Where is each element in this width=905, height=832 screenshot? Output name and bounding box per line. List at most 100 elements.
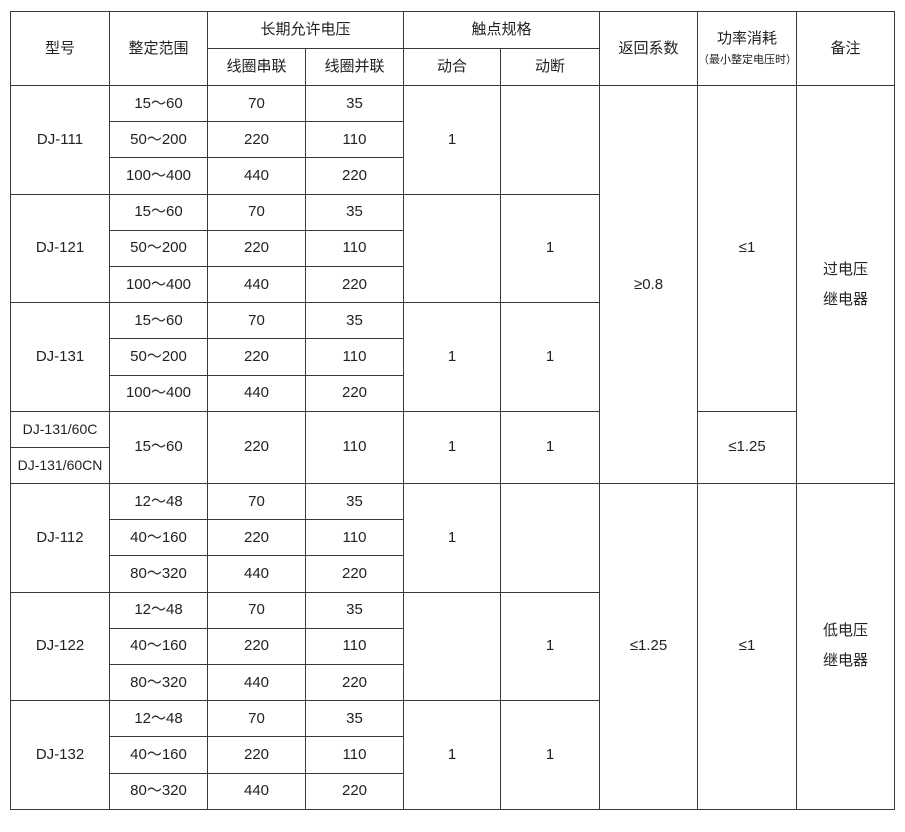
parallel-voltage-cell: 220	[304, 157, 405, 195]
header-power-note: （最小整定电压时）	[698, 53, 798, 66]
make-contact-cell: 1	[403, 700, 502, 810]
range-cell: 12～48	[109, 700, 208, 738]
range-cell: 40～160	[109, 627, 208, 666]
range-cell: 12～48	[109, 483, 208, 521]
remark-line: 继电器	[823, 290, 869, 308]
table-row: DJ-121 15～60 70 35 1	[10, 193, 895, 304]
range-cell: 100～400	[109, 374, 208, 412]
header-remark: 备注	[796, 11, 896, 86]
range-cell: 80～320	[109, 663, 208, 702]
return-coefficient-cell: ≤1.25	[599, 483, 699, 810]
table-row: 50～200 220 110	[11, 338, 895, 376]
table-row: 40～160 220 110	[11, 627, 895, 666]
range-cell: 15～60	[109, 84, 208, 123]
parallel-voltage-cell: 110	[304, 121, 405, 159]
parallel-voltage-cell: 35	[304, 700, 405, 738]
make-contact-cell: 1	[403, 483, 502, 593]
range-cell: 40～160	[109, 519, 208, 557]
parallel-voltage-cell: 110	[304, 410, 405, 485]
break-contact-cell	[500, 483, 601, 593]
parallel-voltage-cell: 35	[304, 302, 405, 340]
header-power: 功率消耗 （最小整定电压时）	[697, 11, 798, 86]
parallel-voltage-cell: 220	[304, 663, 405, 702]
make-contact-cell: 1	[403, 85, 502, 195]
break-contact-cell: 1	[500, 410, 601, 485]
model-cell: DJ-131/60C	[10, 410, 110, 448]
make-contact-cell	[403, 193, 502, 304]
series-voltage-cell: 70	[207, 483, 306, 521]
table-row: DJ-131 15～60 70 35 1 1	[10, 302, 895, 412]
series-voltage-cell: 70	[207, 591, 306, 629]
series-voltage-cell: 220	[207, 338, 306, 376]
series-voltage-cell: 70	[207, 700, 306, 738]
break-contact-cell: 1	[500, 700, 601, 810]
table-row: 100～400 440 220	[11, 265, 895, 304]
parallel-voltage-cell: 35	[304, 84, 405, 123]
relay-spec-table: 型号 整定范围 长期允许电压 触点规格 返回系数 功率消耗 （最小整定电压时） …	[10, 11, 896, 810]
series-voltage-cell: 220	[207, 627, 306, 666]
parallel-voltage-cell: 35	[304, 193, 405, 231]
table-body: DJ-111 15～60 70 35 1 ≥0.8 ≤1 过电压 继电器 50～200 220 110…	[10, 84, 896, 810]
header-voltage: 长期允许电压	[206, 11, 405, 49]
header-range: 整定范围	[109, 11, 208, 86]
parallel-voltage-cell: 220	[304, 374, 405, 412]
parallel-voltage-cell: 220	[304, 772, 405, 810]
break-contact-cell: 1	[500, 591, 601, 702]
parallel-voltage-cell: 110	[304, 229, 405, 267]
model-cell: DJ-131/60CN	[10, 446, 110, 485]
header-series: 线圈串联	[207, 48, 306, 86]
table-row: 50～200 220 110	[11, 121, 895, 159]
series-voltage-cell: 440	[207, 555, 306, 593]
remark-line: 过电压	[823, 260, 869, 278]
series-voltage-cell: 220	[207, 519, 306, 557]
table-row: DJ-131/60C 15～60 220 110 1 1 ≤1.25	[10, 410, 895, 485]
series-voltage-cell: 220	[207, 410, 306, 485]
table-row: DJ-111 15～60 70 35 1 ≥0.8 ≤1 过电压 继电器	[10, 84, 896, 485]
parallel-voltage-cell: 220	[304, 555, 405, 593]
make-contact-cell	[403, 591, 502, 702]
range-cell: 15～60	[109, 410, 208, 485]
series-voltage-cell: 440	[207, 374, 306, 412]
parallel-voltage-cell: 110	[304, 627, 405, 666]
model-cell: DJ-131	[10, 302, 110, 412]
range-cell: 12～48	[109, 591, 208, 629]
power-consumption-cell: ≤1.25	[697, 410, 798, 485]
series-voltage-cell: 440	[207, 663, 306, 702]
header-power-label: 功率消耗	[717, 29, 778, 47]
range-cell: 100～400	[109, 265, 208, 304]
remark-line: 继电器	[823, 652, 869, 670]
power-consumption-cell: ≤1	[697, 483, 798, 810]
power-consumption-cell: ≤1	[697, 85, 798, 412]
model-cell: DJ-122	[10, 591, 110, 702]
remark-line: 低电压	[823, 622, 869, 640]
table-row: DJ-112 12～48 70 35 1 ≤1.25 ≤1 低电压 继电器	[10, 483, 896, 810]
return-coefficient-cell: ≥0.8	[599, 84, 699, 485]
header-make: 动合	[403, 48, 502, 86]
table-row: 80～320 440 220	[11, 555, 895, 593]
make-contact-cell: 1	[403, 410, 502, 485]
table-row: DJ-131/60CN	[10, 446, 895, 485]
series-voltage-cell: 220	[207, 736, 306, 774]
table-row: 80～320 440 220	[11, 663, 895, 702]
series-voltage-cell: 70	[207, 193, 306, 231]
series-voltage-cell: 70	[207, 84, 306, 123]
header-break: 动断	[500, 48, 601, 86]
header-parallel: 线圈并联	[304, 48, 405, 86]
parallel-voltage-cell: 220	[304, 265, 405, 304]
range-cell: 15～60	[109, 302, 208, 340]
model-cell: DJ-112	[10, 483, 110, 593]
range-cell: 50～200	[109, 121, 208, 159]
remark-cell: 过电压 继电器	[796, 84, 896, 485]
parallel-voltage-cell: 110	[304, 338, 405, 376]
model-cell: DJ-121	[10, 193, 110, 304]
break-contact-cell: 1	[500, 302, 601, 412]
model-cell: DJ-132	[10, 700, 110, 810]
series-voltage-cell: 440	[207, 265, 306, 304]
make-contact-cell: 1	[403, 302, 502, 412]
table-row: 50～200 220 110	[11, 229, 895, 267]
header-contacts: 触点规格	[403, 11, 601, 49]
remark-cell: 低电压 继电器	[796, 483, 896, 810]
parallel-voltage-cell: 110	[304, 736, 405, 774]
series-voltage-cell: 440	[207, 772, 306, 810]
series-voltage-cell: 220	[207, 121, 306, 159]
